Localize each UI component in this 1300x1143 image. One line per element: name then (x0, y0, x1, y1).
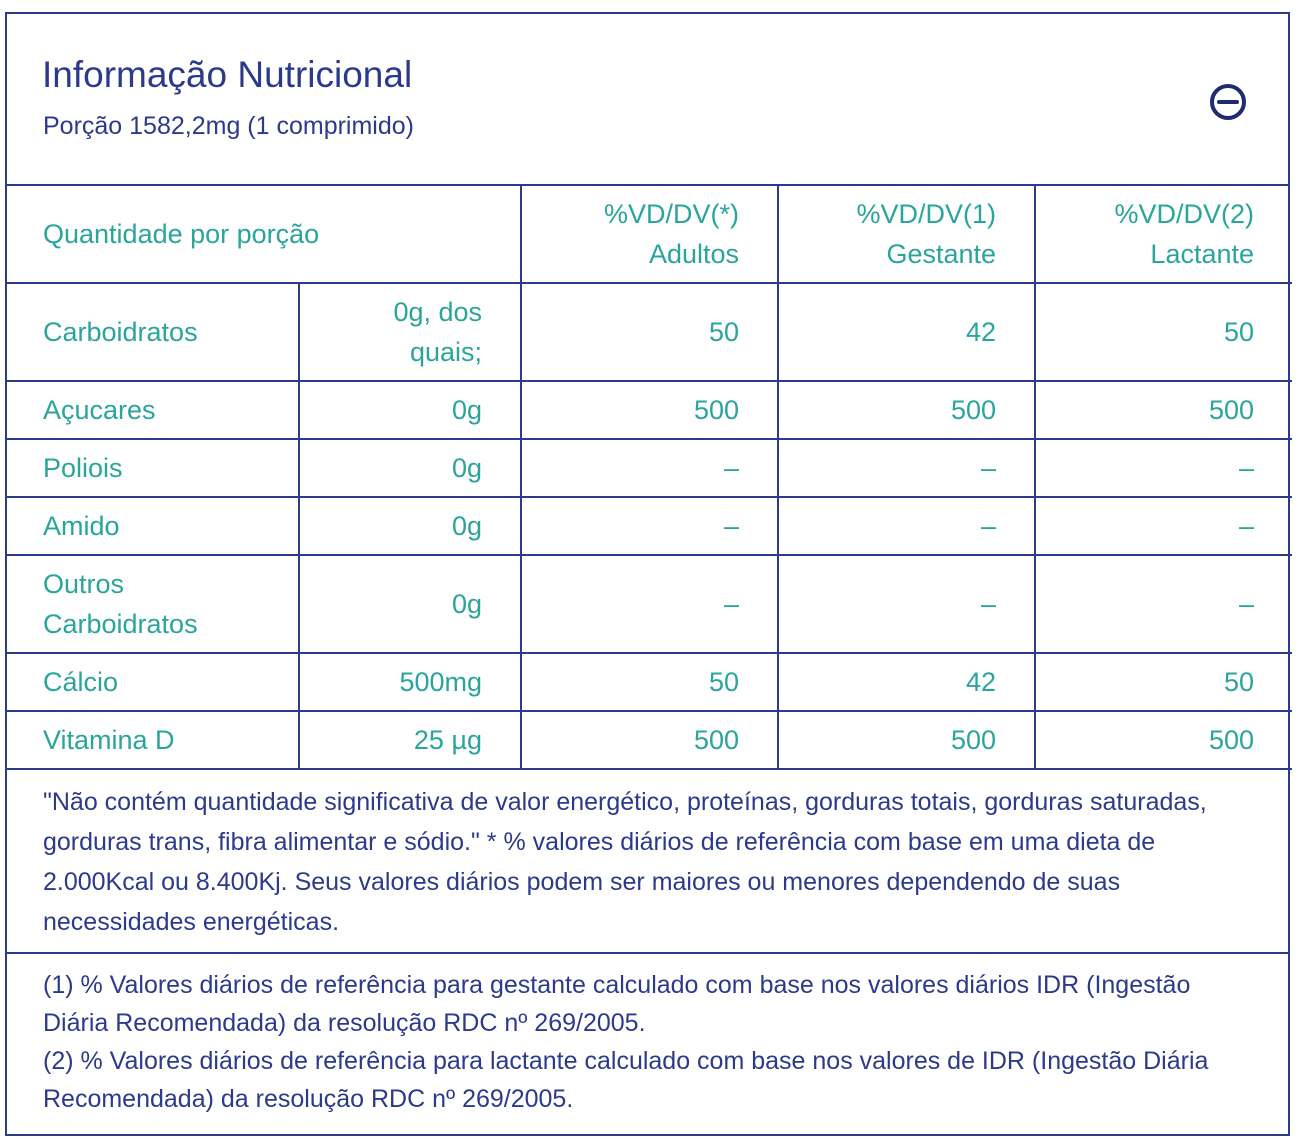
dv-lactante: 50 (1034, 652, 1293, 712)
column-header-adultos: %VD/DV(*) Adultos (520, 186, 780, 284)
dv-adultos: – (520, 438, 780, 498)
dv-adultos: 50 (520, 652, 780, 712)
table-row: Vitamina D 25 µg 500 500 500 (7, 710, 1293, 770)
footnote-2: (2) % Valores diários de referência para… (43, 1047, 1209, 1113)
nutrition-table: Quantidade por porção %VD/DV(*) Adultos … (7, 186, 1293, 770)
footnote-1: (1) % Valores diários de referência para… (43, 971, 1191, 1037)
dv-gestante: 42 (777, 652, 1037, 712)
table-row: Amido 0g – – – (7, 496, 1293, 556)
table-row: Poliois 0g – – – (7, 438, 1293, 498)
nutrient-name: Carboidratos (7, 282, 300, 382)
nutrient-name: Poliois (7, 438, 300, 498)
table-row: Carboidratos 0g, dos quais; 50 42 50 (7, 282, 1293, 382)
table-header-row: Quantidade por porção %VD/DV(*) Adultos … (7, 186, 1293, 284)
nutrient-amount: 0g (297, 554, 523, 654)
nutrient-amount: 0g (297, 496, 523, 556)
dv-lactante: 500 (1034, 380, 1293, 440)
serving-size: Porção 1582,2mg (1 comprimido) (43, 112, 414, 140)
nutrition-facts-panel: Informação Nutricional Porção 1582,2mg (… (5, 12, 1293, 1136)
table-row: Cálcio 500mg 50 42 50 (7, 652, 1293, 712)
dv-adultos: – (520, 554, 780, 654)
footnote-block: (1) % Valores diários de referência para… (7, 954, 1288, 1128)
dv-gestante: 500 (777, 710, 1037, 770)
dv-gestante: – (777, 438, 1037, 498)
dv-gestante: 42 (777, 282, 1037, 382)
dv-adultos: 50 (520, 282, 780, 382)
nutrient-name: Amido (7, 496, 300, 556)
nutrient-name: Vitamina D (7, 710, 300, 770)
column-header-gestante: %VD/DV(1) Gestante (777, 186, 1037, 284)
dv-lactante: 50 (1034, 282, 1293, 382)
nutrient-amount: 500mg (297, 652, 523, 712)
dv-lactante: – (1034, 438, 1293, 498)
dv-adultos: 500 (520, 380, 780, 440)
dv-gestante: 500 (777, 380, 1037, 440)
panel-header: Informação Nutricional Porção 1582,2mg (… (7, 14, 1288, 186)
nutrient-amount: 0g (297, 438, 523, 498)
dv-gestante: – (777, 554, 1037, 654)
dv-adultos: – (520, 496, 780, 556)
nutrient-amount: 0g (297, 380, 523, 440)
table-row: Açucares 0g 500 500 500 (7, 380, 1293, 440)
dv-lactante: – (1034, 554, 1293, 654)
nutrient-name: Açucares (7, 380, 300, 440)
dv-gestante: – (777, 496, 1037, 556)
nutrient-amount: 25 µg (297, 710, 523, 770)
footnotes: "Não contém quantidade significativa de … (7, 770, 1288, 1128)
dv-lactante: 500 (1034, 710, 1293, 770)
collapse-button[interactable] (1208, 82, 1248, 122)
page-title: Informação Nutricional (42, 54, 413, 95)
minus-circle-icon (1210, 84, 1246, 120)
nutrient-name: Cálcio (7, 652, 300, 712)
table-row: Outros Carboidratos 0g – – – (7, 554, 1293, 654)
dv-lactante: – (1034, 496, 1293, 556)
nutrient-name: Outros Carboidratos (7, 554, 300, 654)
nutrient-amount: 0g, dos quais; (297, 282, 523, 382)
dv-adultos: 500 (520, 710, 780, 770)
column-header-lactante: %VD/DV(2) Lactante (1034, 186, 1293, 284)
disclaimer-text: "Não contém quantidade significativa de … (7, 770, 1288, 954)
column-header-quantity: Quantidade por porção (7, 186, 523, 284)
